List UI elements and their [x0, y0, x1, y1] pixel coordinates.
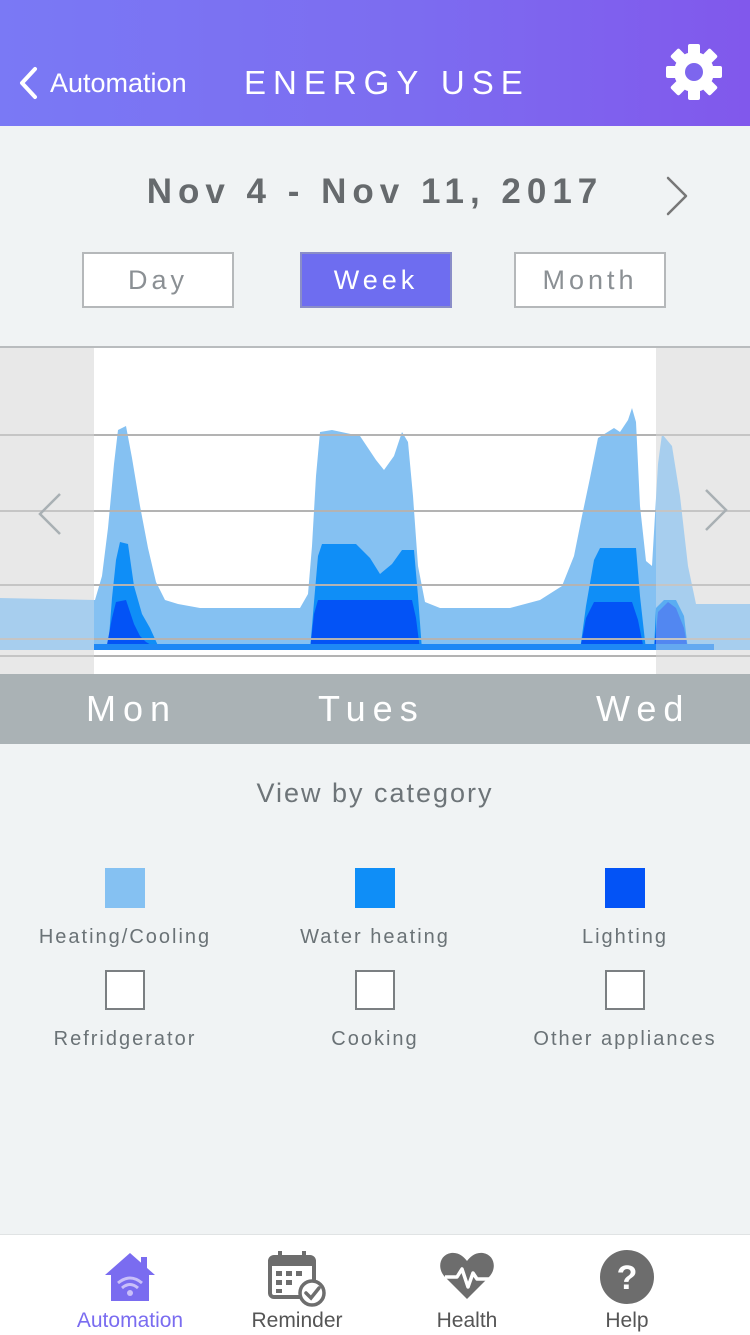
- tab-week[interactable]: Week: [300, 252, 452, 308]
- nav-help[interactable]: ? Help: [542, 1235, 712, 1335]
- day-label-wed: Wed: [596, 688, 691, 729]
- energy-chart: [0, 346, 750, 676]
- category-label: Lighting: [581, 926, 669, 948]
- category-checkbox[interactable]: [355, 970, 395, 1010]
- back-button[interactable]: Automation: [18, 62, 187, 104]
- nav-automation[interactable]: Automation: [45, 1235, 215, 1335]
- category-lighting[interactable]: Lighting: [500, 868, 750, 949]
- chart-floor: [0, 650, 750, 674]
- bottom-nav: Automation Reminder Health ? H: [0, 1234, 750, 1335]
- category-cooking[interactable]: Cooking: [250, 970, 500, 1051]
- nav-label: Reminder: [251, 1309, 343, 1332]
- chart-baseline: [94, 644, 714, 650]
- category-label: Heating/Cooling: [38, 926, 212, 948]
- day-label-tues: Tues: [318, 688, 425, 729]
- category-label: Water heating: [300, 926, 450, 948]
- nav-label: Automation: [76, 1309, 184, 1332]
- category-water-heating[interactable]: Water heating: [250, 868, 500, 949]
- question-circle-icon: ?: [600, 1250, 654, 1304]
- chart-floor-right: [656, 650, 750, 674]
- nav-reminder[interactable]: Reminder: [212, 1235, 382, 1335]
- page-title: ENERGY USE: [244, 64, 530, 101]
- chevron-left-icon[interactable]: [38, 493, 61, 535]
- gear-icon[interactable]: [662, 40, 726, 104]
- chevron-right-icon[interactable]: [705, 489, 728, 531]
- chart-floor-left: [0, 650, 94, 674]
- category-refridgerator[interactable]: Refridgerator: [0, 970, 250, 1051]
- category-label: Refridgerator: [53, 1028, 197, 1050]
- chart-edge-fade-left: [0, 348, 94, 674]
- category-swatch[interactable]: [355, 868, 395, 908]
- app-header: Automation ENERGY USE: [0, 0, 750, 126]
- category-heating-cooling[interactable]: Heating/Cooling: [0, 868, 250, 949]
- nav-label: Health: [436, 1309, 498, 1332]
- back-label: Automation: [50, 67, 187, 98]
- category-swatch[interactable]: [105, 868, 145, 908]
- home-wifi-icon: [105, 1253, 155, 1301]
- category-label: Cooking: [331, 1028, 419, 1050]
- category-swatch[interactable]: [605, 868, 645, 908]
- nav-health[interactable]: Health: [382, 1235, 552, 1335]
- category-label: Other appliances: [533, 1028, 717, 1050]
- category-section-title: View by category: [256, 778, 494, 808]
- heart-pulse-icon: [440, 1252, 494, 1299]
- category-checkbox[interactable]: [105, 970, 145, 1010]
- chart-edge-fade-right: [656, 348, 750, 674]
- day-label-mon: Mon: [86, 688, 178, 729]
- tab-month[interactable]: Month: [514, 252, 666, 308]
- nav-label: Help: [605, 1309, 649, 1332]
- day-axis: Mon Tues Wed: [0, 674, 750, 744]
- category-other-appliances[interactable]: Other appliances: [500, 970, 750, 1051]
- chart-grid: [0, 434, 750, 657]
- date-range: Nov 4 - Nov 11, 2017: [146, 172, 604, 211]
- category-checkbox[interactable]: [605, 970, 645, 1010]
- series-water-heating: [108, 542, 688, 650]
- chevron-right-icon[interactable]: [662, 174, 692, 218]
- tab-day[interactable]: Day: [82, 252, 234, 308]
- svg-text:?: ?: [617, 1259, 638, 1297]
- chevron-left-icon: [20, 67, 37, 99]
- series-lighting: [106, 600, 688, 650]
- calendar-check-icon: [268, 1251, 326, 1307]
- series-heating-cooling: [0, 408, 750, 650]
